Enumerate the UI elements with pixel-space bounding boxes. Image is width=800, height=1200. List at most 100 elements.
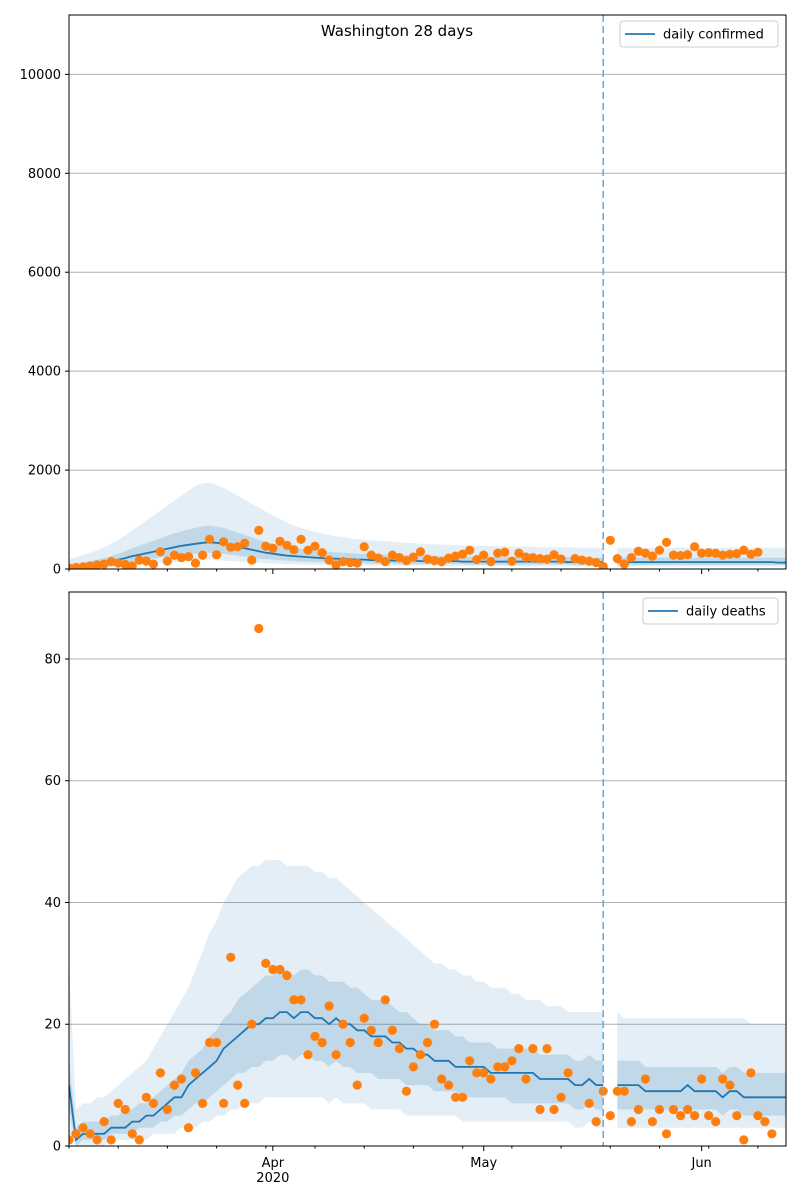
data-point <box>605 535 615 545</box>
data-point <box>380 995 390 1005</box>
data-point <box>668 550 679 560</box>
data-point <box>479 550 489 560</box>
data-point <box>444 553 454 563</box>
data-point <box>71 1129 81 1139</box>
data-point <box>661 537 672 547</box>
data-point <box>507 556 517 566</box>
data-point <box>162 1104 172 1115</box>
legend-box <box>619 20 779 48</box>
data-point <box>198 550 208 560</box>
data-point <box>401 556 411 566</box>
data-point <box>183 552 194 562</box>
data-point <box>542 554 552 564</box>
data-point <box>190 558 201 568</box>
data-point <box>148 1098 158 1108</box>
data-point <box>127 561 137 569</box>
data-point <box>429 1019 440 1029</box>
data-point <box>549 1104 559 1115</box>
data-point <box>212 550 222 560</box>
data-point <box>429 556 440 566</box>
data-point <box>233 1080 243 1090</box>
data-point <box>704 1111 714 1121</box>
data-point <box>528 553 538 563</box>
data-point <box>282 540 292 550</box>
data-point <box>626 553 637 563</box>
data-point <box>654 545 665 555</box>
data-point <box>654 1104 665 1115</box>
data-point <box>78 1123 88 1133</box>
y-tick-label: 0 <box>53 563 61 578</box>
data-point <box>472 1068 482 1078</box>
data-point <box>683 550 693 560</box>
data-point <box>690 1111 700 1121</box>
data-point <box>310 1031 320 1041</box>
data-point <box>704 548 714 558</box>
data-point <box>85 561 95 569</box>
data-point <box>690 542 700 552</box>
data-point <box>155 1068 165 1078</box>
data-point <box>169 1080 179 1090</box>
data-point <box>261 958 271 969</box>
data-point <box>725 1080 735 1090</box>
data-point <box>303 545 313 555</box>
plot-area <box>69 623 786 1146</box>
data-point <box>240 538 250 548</box>
data-point <box>507 1056 517 1066</box>
data-point <box>345 558 355 568</box>
data-point <box>359 542 369 552</box>
data-point <box>387 1025 397 1035</box>
data-point <box>324 1001 334 1011</box>
data-point <box>444 1080 454 1090</box>
data-point <box>640 548 651 558</box>
data-point <box>296 995 306 1005</box>
data-point <box>401 1086 411 1096</box>
data-point <box>289 545 299 555</box>
data-point <box>437 1074 447 1084</box>
data-point <box>198 1098 208 1108</box>
data-point <box>359 1013 369 1023</box>
data-point <box>176 553 187 563</box>
data-point <box>247 555 257 565</box>
data-point <box>732 1111 742 1121</box>
data-point <box>219 1098 229 1108</box>
plot-area <box>69 482 786 569</box>
y-tick-label: 20 <box>44 1018 61 1033</box>
data-point <box>373 1037 383 1048</box>
legend: daily deaths <box>642 597 779 625</box>
data-point <box>528 1044 538 1054</box>
data-point <box>183 1123 194 1133</box>
data-point <box>493 1062 503 1072</box>
data-point <box>247 1019 257 1029</box>
data-point <box>563 1068 573 1078</box>
data-point <box>190 1068 201 1078</box>
data-point <box>725 549 735 559</box>
data-point <box>549 550 559 560</box>
data-point <box>591 558 601 568</box>
data-point <box>268 964 278 975</box>
data-point <box>640 1074 651 1084</box>
confirmed-panel: 0 2000 4000 6000 8000 10000 daily confirmed <box>20 14 787 578</box>
data-point <box>373 553 383 563</box>
data-point <box>394 1044 404 1054</box>
median-line <box>617 1083 786 1099</box>
data-point <box>261 541 271 551</box>
data-point <box>647 551 658 561</box>
data-point <box>120 559 130 569</box>
data-point <box>668 1104 679 1115</box>
data-point <box>99 1117 109 1127</box>
data-point <box>155 547 165 557</box>
data-point <box>331 1050 341 1060</box>
data-point <box>387 550 397 560</box>
data-point <box>739 545 749 555</box>
data-point <box>633 546 644 556</box>
data-point <box>711 1117 721 1127</box>
plot-frame <box>68 14 787 570</box>
data-point <box>584 556 594 566</box>
data-point <box>226 542 236 552</box>
data-point <box>85 1129 95 1139</box>
data-point <box>275 536 285 546</box>
legend: daily confirmed <box>619 20 779 48</box>
x-year-label: 2020 <box>256 1171 289 1186</box>
data-point <box>697 1074 707 1084</box>
data-point <box>289 995 299 1005</box>
